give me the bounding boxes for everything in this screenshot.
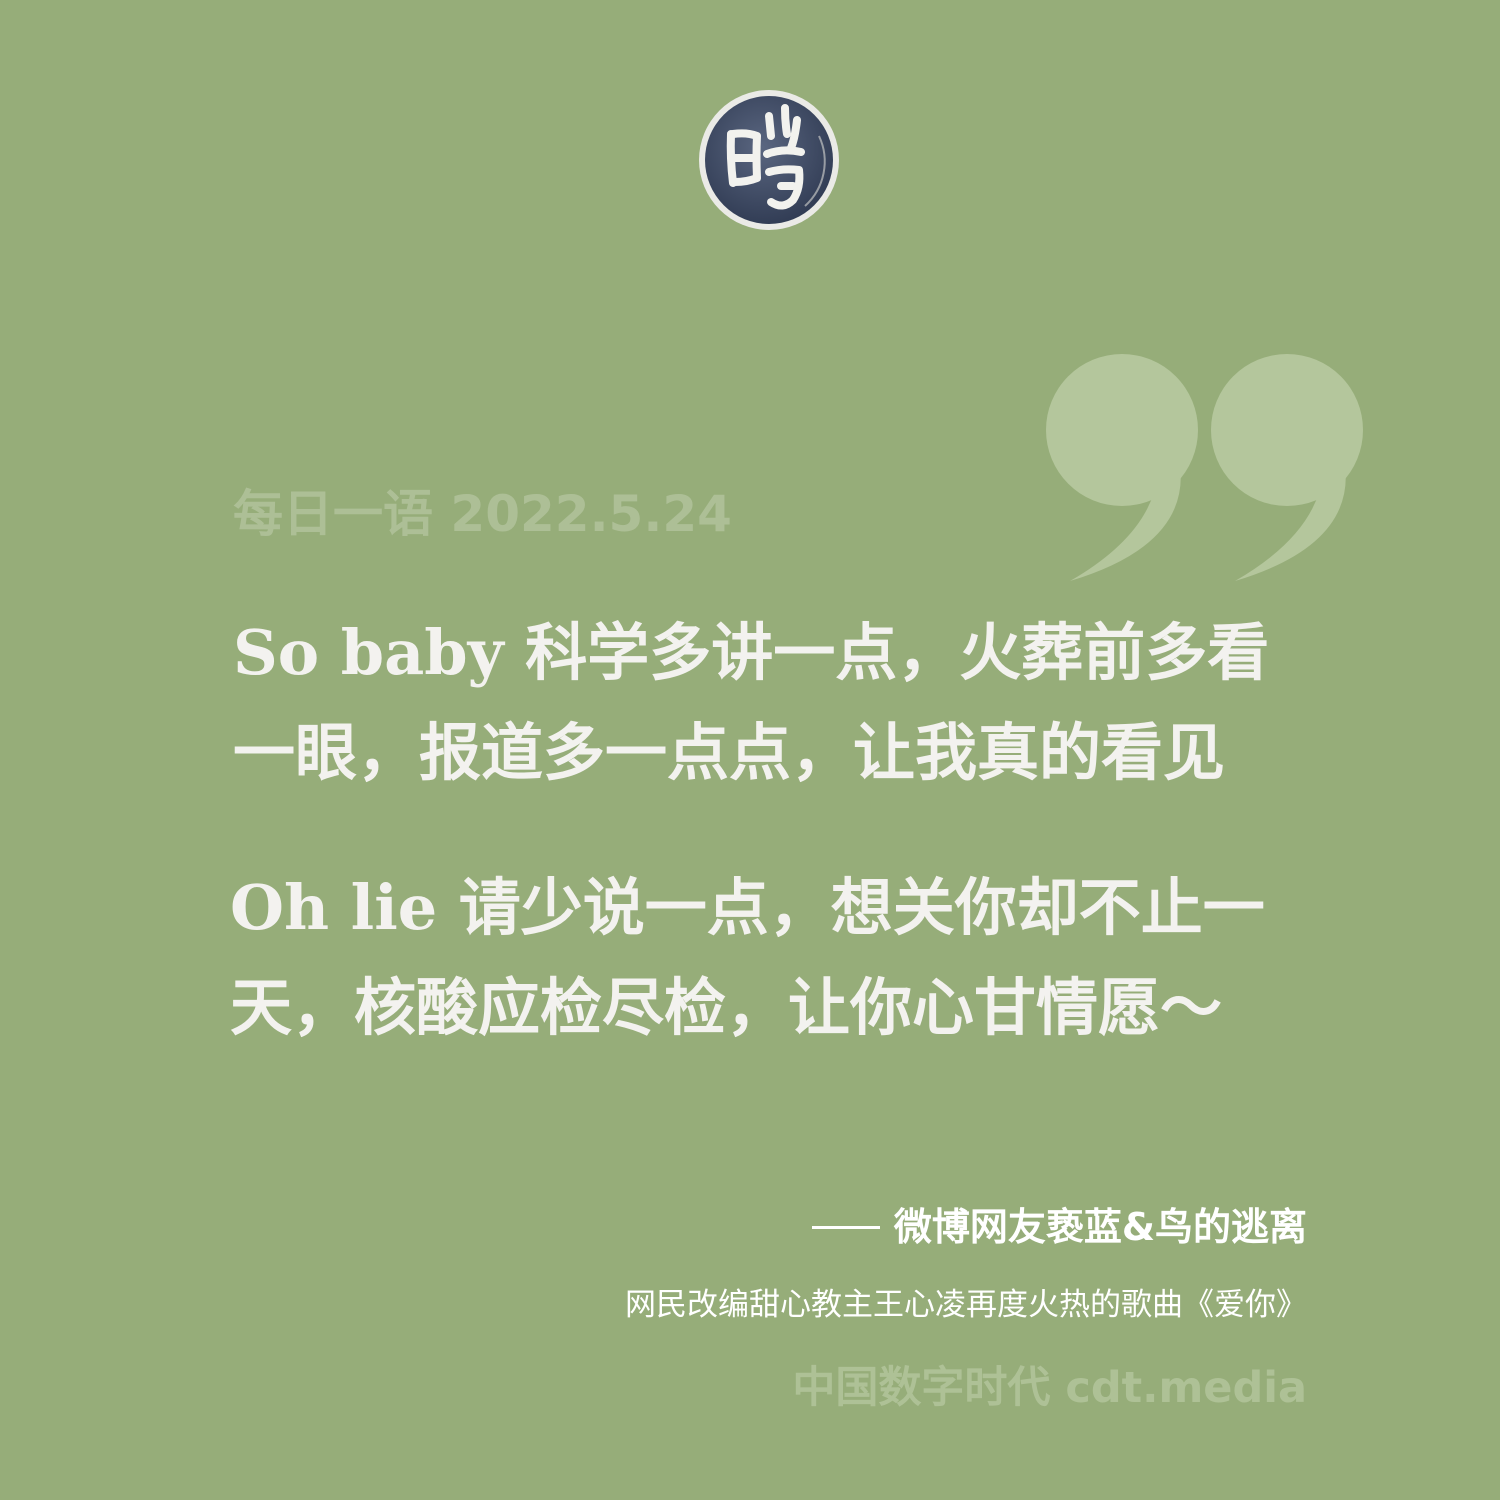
logo-seal-icon: [699, 90, 839, 230]
quote-author: 微博网友亵蓝&鸟的逃离: [811, 1196, 1307, 1251]
date-heading: 每日一语 2022.5.24: [233, 485, 732, 543]
author-name: 微博网友亵蓝&鸟的逃离: [893, 1205, 1307, 1249]
quote-paragraph-2: Oh lie 请少说一点，想关你却不止一 天，核酸应检尽检，让你心甘情愿～: [230, 858, 1300, 1058]
quote-line: 天，核酸应检尽检，让你心甘情愿～: [230, 971, 1223, 1044]
quote-line: Oh lie 请少说一点，想关你却不止一: [230, 871, 1265, 944]
quote-line: So baby 科学多讲一点，火葬前多看: [233, 616, 1270, 689]
em-dash-divider: [811, 1226, 880, 1229]
quote-paragraph-1: So baby 科学多讲一点，火葬前多看 一眼，报道多一点点，让我真的看见: [233, 603, 1303, 803]
source-note: 网民改编甜心教主王心凌再度火热的歌曲《爱你》: [625, 1287, 1307, 1323]
closing-quote-icon: [1046, 354, 1363, 581]
quote-line: 一眼，报道多一点点，让我真的看见: [233, 716, 1226, 789]
brand-footer: 中国数字时代 cdt.media: [792, 1363, 1307, 1413]
